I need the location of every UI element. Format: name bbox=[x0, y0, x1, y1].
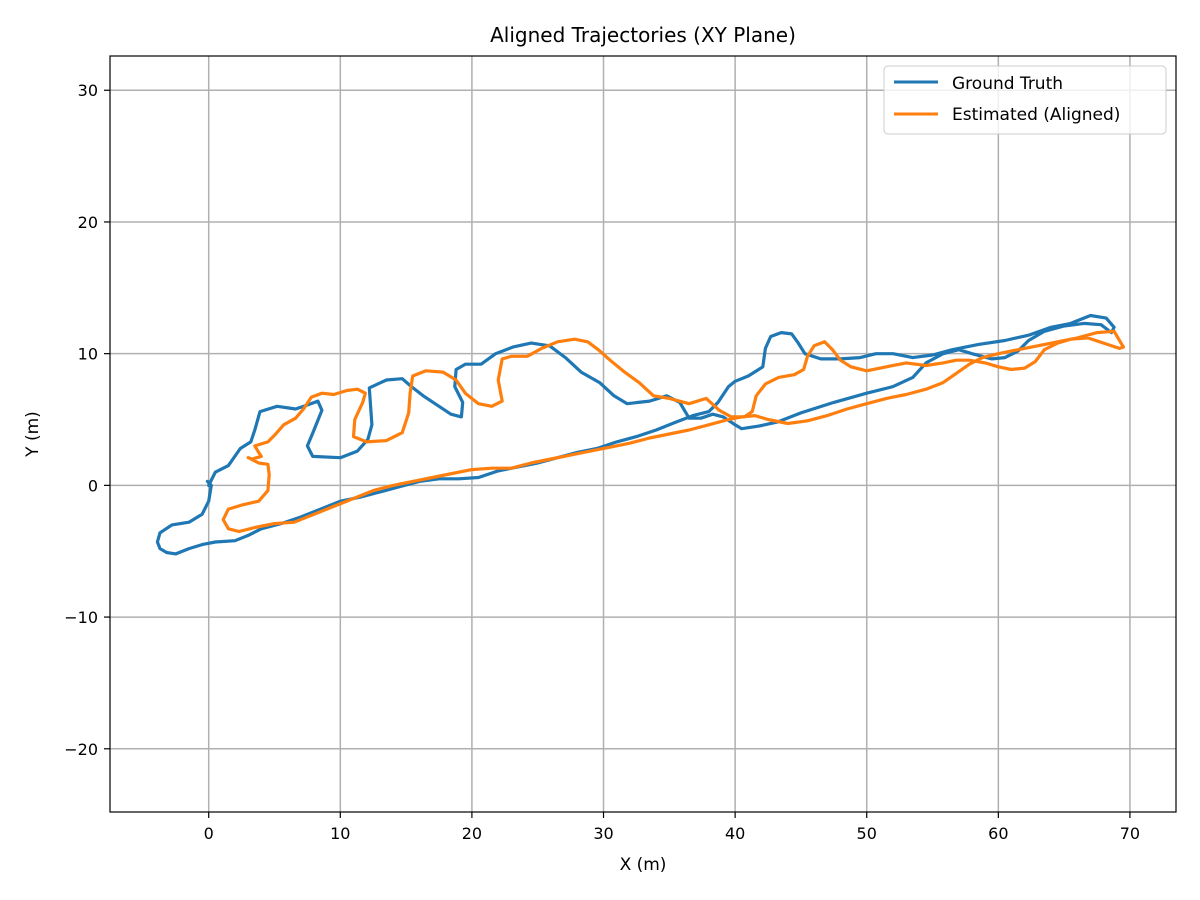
x-tick-label: 10 bbox=[330, 824, 350, 843]
legend-label-estimated: Estimated (Aligned) bbox=[952, 105, 1120, 125]
legend-frame bbox=[883, 65, 1167, 135]
plot-area-frame bbox=[109, 55, 1177, 813]
y-tick-label: 0 bbox=[88, 476, 98, 495]
legend-label-ground-truth: Ground Truth bbox=[952, 74, 1063, 94]
x-tick-label: 20 bbox=[462, 824, 482, 843]
legend: Ground Truth Estimated (Aligned) bbox=[883, 65, 1167, 135]
x-tick-label: 50 bbox=[857, 824, 877, 843]
x-tick-label: 0 bbox=[204, 824, 214, 843]
chart-title: Aligned Trajectories (XY Plane) bbox=[490, 23, 796, 47]
x-tick-label: 70 bbox=[1120, 824, 1140, 843]
axis-ticks: 0 10 20 30 40 50 60 70 −20 −10 0 10 20 30 bbox=[64, 81, 1140, 843]
y-axis-label: Y (m) bbox=[23, 411, 43, 458]
x-tick-label: 40 bbox=[725, 824, 745, 843]
y-tick-label: 20 bbox=[78, 213, 98, 232]
y-tick-label: 30 bbox=[78, 81, 98, 100]
y-tick-label: −10 bbox=[64, 608, 98, 627]
series-layer bbox=[155, 313, 1125, 556]
y-tick-label: −20 bbox=[64, 740, 98, 759]
x-tick-label: 30 bbox=[593, 824, 613, 843]
y-tick-label: 10 bbox=[78, 345, 98, 364]
series-line-estimated bbox=[221, 329, 1125, 534]
x-axis-label: X (m) bbox=[620, 855, 667, 875]
x-tick-label: 60 bbox=[988, 824, 1008, 843]
